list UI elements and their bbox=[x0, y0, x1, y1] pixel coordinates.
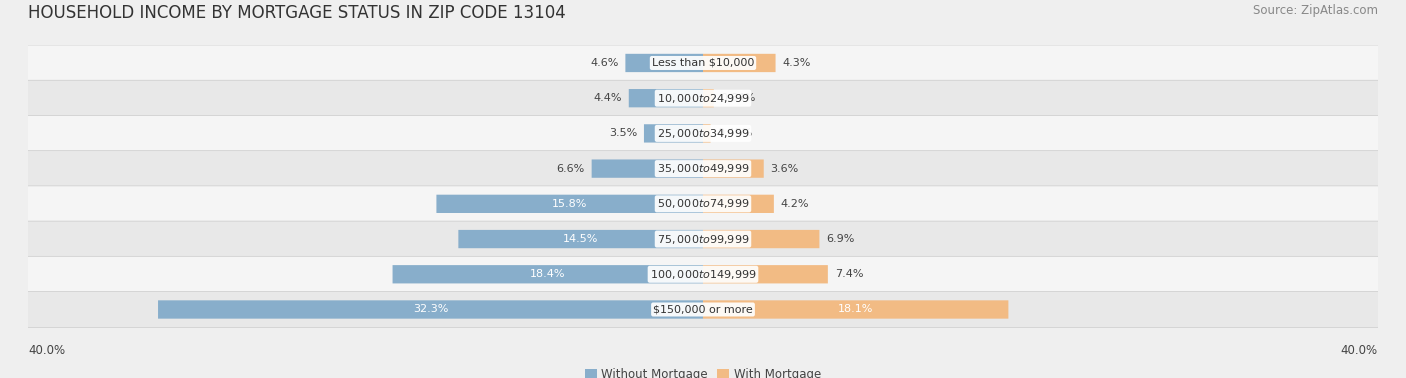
FancyBboxPatch shape bbox=[28, 80, 1378, 116]
Text: $100,000 to $149,999: $100,000 to $149,999 bbox=[650, 268, 756, 281]
Text: 40.0%: 40.0% bbox=[1341, 344, 1378, 357]
Text: 18.1%: 18.1% bbox=[838, 305, 873, 314]
FancyBboxPatch shape bbox=[458, 230, 703, 248]
Text: 14.5%: 14.5% bbox=[562, 234, 599, 244]
Text: 4.4%: 4.4% bbox=[593, 93, 621, 103]
FancyBboxPatch shape bbox=[703, 160, 763, 178]
Text: $25,000 to $34,999: $25,000 to $34,999 bbox=[657, 127, 749, 140]
Text: Less than $10,000: Less than $10,000 bbox=[652, 58, 754, 68]
FancyBboxPatch shape bbox=[592, 160, 703, 178]
Text: Source: ZipAtlas.com: Source: ZipAtlas.com bbox=[1253, 4, 1378, 17]
FancyBboxPatch shape bbox=[436, 195, 703, 213]
FancyBboxPatch shape bbox=[703, 89, 714, 107]
Text: 4.6%: 4.6% bbox=[591, 58, 619, 68]
FancyBboxPatch shape bbox=[157, 301, 703, 319]
Text: $75,000 to $99,999: $75,000 to $99,999 bbox=[657, 232, 749, 246]
FancyBboxPatch shape bbox=[644, 124, 703, 143]
Text: HOUSEHOLD INCOME BY MORTGAGE STATUS IN ZIP CODE 13104: HOUSEHOLD INCOME BY MORTGAGE STATUS IN Z… bbox=[28, 4, 565, 22]
Legend: Without Mortgage, With Mortgage: Without Mortgage, With Mortgage bbox=[581, 363, 825, 378]
FancyBboxPatch shape bbox=[28, 45, 1378, 81]
Text: $10,000 to $24,999: $10,000 to $24,999 bbox=[657, 92, 749, 105]
Text: 3.6%: 3.6% bbox=[770, 164, 799, 174]
Text: $35,000 to $49,999: $35,000 to $49,999 bbox=[657, 162, 749, 175]
FancyBboxPatch shape bbox=[28, 186, 1378, 222]
FancyBboxPatch shape bbox=[703, 195, 773, 213]
Text: 4.3%: 4.3% bbox=[782, 58, 811, 68]
Text: 6.6%: 6.6% bbox=[557, 164, 585, 174]
Text: 18.4%: 18.4% bbox=[530, 269, 565, 279]
FancyBboxPatch shape bbox=[28, 256, 1378, 292]
Text: 7.4%: 7.4% bbox=[835, 269, 863, 279]
FancyBboxPatch shape bbox=[28, 291, 1378, 327]
Text: 40.0%: 40.0% bbox=[28, 344, 65, 357]
Text: 4.2%: 4.2% bbox=[780, 199, 808, 209]
FancyBboxPatch shape bbox=[703, 265, 828, 284]
FancyBboxPatch shape bbox=[626, 54, 703, 72]
Text: 0.45%: 0.45% bbox=[717, 129, 752, 138]
Text: $50,000 to $74,999: $50,000 to $74,999 bbox=[657, 197, 749, 210]
Text: 15.8%: 15.8% bbox=[553, 199, 588, 209]
FancyBboxPatch shape bbox=[703, 301, 1008, 319]
Text: 6.9%: 6.9% bbox=[827, 234, 855, 244]
Text: 32.3%: 32.3% bbox=[413, 305, 449, 314]
FancyBboxPatch shape bbox=[628, 89, 703, 107]
FancyBboxPatch shape bbox=[28, 221, 1378, 257]
FancyBboxPatch shape bbox=[703, 54, 776, 72]
Text: $150,000 or more: $150,000 or more bbox=[654, 305, 752, 314]
FancyBboxPatch shape bbox=[392, 265, 703, 284]
Text: 0.64%: 0.64% bbox=[720, 93, 756, 103]
FancyBboxPatch shape bbox=[703, 230, 820, 248]
Text: 3.5%: 3.5% bbox=[609, 129, 637, 138]
FancyBboxPatch shape bbox=[703, 124, 710, 143]
FancyBboxPatch shape bbox=[28, 151, 1378, 187]
FancyBboxPatch shape bbox=[28, 115, 1378, 151]
